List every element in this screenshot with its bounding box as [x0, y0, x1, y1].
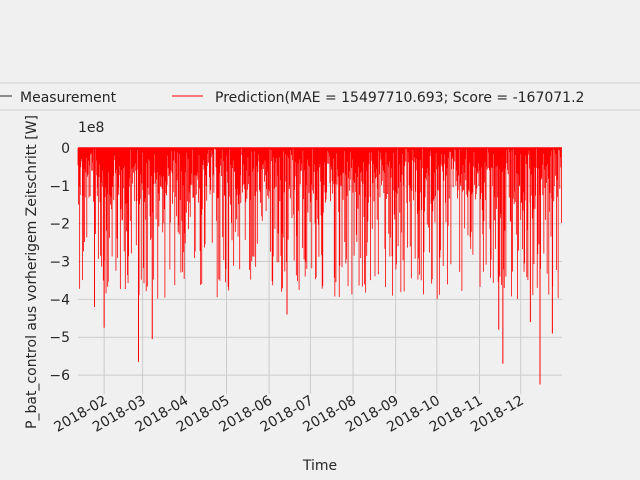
x-axis-label: Time: [302, 458, 337, 474]
y-tick-label: −3: [49, 255, 70, 271]
legend-prediction-label: Prediction(MAE = 15497710.693; Score = -…: [215, 90, 584, 106]
y-tick-label: −2: [49, 217, 70, 233]
y-tick-labels: 0 −1 −2 −3 −4 −5 −6: [49, 141, 70, 384]
y-axis-label: P_bat_control aus vorherigem Zeitschritt…: [24, 115, 40, 429]
series-group: [77, 147, 562, 385]
legend-measurement-label: Measurement: [20, 90, 117, 106]
y-tick-label: −6: [49, 368, 70, 384]
y-tick-label: 0: [61, 141, 70, 157]
legend-frame: [0, 82, 640, 111]
y-tick-label: −1: [49, 179, 70, 195]
legend: Measurement Prediction(MAE = 15497710.69…: [0, 82, 640, 111]
x-tick-labels: 2018-022018-032018-042018-052018-062018-…: [51, 393, 526, 436]
y-multiplier-label: 1e8: [78, 120, 104, 136]
y-tick-label: −5: [49, 330, 70, 346]
y-tick-label: −4: [49, 292, 70, 308]
